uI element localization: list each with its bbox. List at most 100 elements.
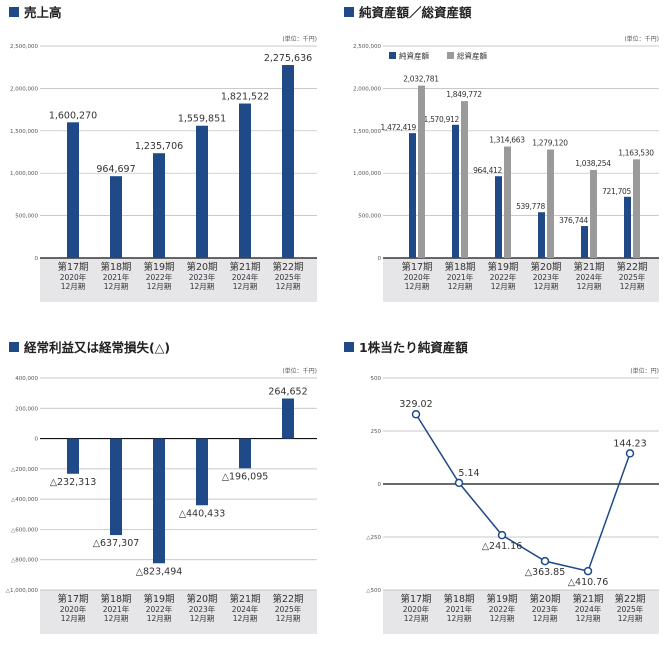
data-label: △440,433 <box>179 508 226 519</box>
x-tick-month: 12月期 <box>276 614 301 623</box>
data-label: 1,570,912 <box>424 115 460 124</box>
x-tick-year: 2021年 <box>446 604 473 614</box>
y-tick-label: 500,000 <box>15 214 38 220</box>
chart-2: 純資産額／総資産額 (単位：千円) 0 500,000 1,000,000 1,500,0… <box>344 5 659 302</box>
data-point <box>583 566 593 576</box>
x-tick-period: 第22期 <box>272 593 303 605</box>
y-tick-label: △1,000,000 <box>6 588 39 594</box>
title-square-icon <box>9 342 19 352</box>
bar <box>67 438 79 474</box>
bar-net-assets <box>538 212 545 258</box>
category-band <box>40 258 317 302</box>
chart-title: 経常利益又は経常損失(△) <box>24 340 170 355</box>
x-tick-year: 2024年 <box>232 604 259 614</box>
y-tick-label: 2,000,000 <box>10 86 38 92</box>
unit-label: (単位：千円) <box>282 35 317 43</box>
x-tick-year: 2021年 <box>103 272 130 282</box>
bar <box>282 65 294 259</box>
x-tick-month: 12月期 <box>618 614 643 623</box>
data-label: 1,472,419 <box>381 123 417 132</box>
x-tick-month: 12月期 <box>61 282 86 291</box>
data-point <box>625 449 635 458</box>
x-tick-period: 第17期 <box>400 593 431 605</box>
bar-total-assets <box>461 101 468 258</box>
x-tick-month: 12月期 <box>620 282 645 291</box>
data-label: 1,235,706 <box>135 141 183 152</box>
x-tick-month: 12月期 <box>190 282 215 291</box>
data-label: 1,600,270 <box>49 110 97 121</box>
data-label: 329.02 <box>399 399 432 410</box>
x-tick-year: 2024年 <box>576 272 603 282</box>
data-label: 1,279,120 <box>532 139 568 148</box>
x-tick-period: 第20期 <box>529 593 560 605</box>
x-tick-year: 2020年 <box>403 604 430 614</box>
legend-swatch-total-assets <box>447 52 454 59</box>
x-tick-year: 2025年 <box>275 272 302 282</box>
x-tick-month: 12月期 <box>405 282 430 291</box>
bar <box>153 153 165 258</box>
data-label: 5.14 <box>458 468 479 479</box>
data-label: △637,307 <box>93 538 140 549</box>
data-label: 1,849,772 <box>446 90 482 99</box>
bar-net-assets <box>409 133 416 258</box>
y-tick-label: 2,000,000 <box>353 86 381 92</box>
bar-net-assets <box>581 226 588 258</box>
data-label: △232,313 <box>50 477 97 488</box>
x-tick-month: 12月期 <box>534 282 559 291</box>
x-tick-month: 12月期 <box>147 614 172 623</box>
data-label: 1,821,522 <box>221 92 269 103</box>
series-line <box>415 413 631 572</box>
x-tick-month: 12月期 <box>276 282 301 291</box>
x-tick-period: 第21期 <box>573 261 604 273</box>
data-label: 964,412 <box>473 166 502 175</box>
bar-total-assets <box>504 146 511 258</box>
x-tick-period: 第19期 <box>143 593 174 605</box>
legend-label: 総資産額 <box>457 51 487 61</box>
y-tick-label: 500 <box>371 376 382 382</box>
x-tick-month: 12月期 <box>233 282 258 291</box>
x-tick-year: 2020年 <box>60 604 87 614</box>
x-tick-period: 第22期 <box>616 261 647 273</box>
x-tick-period: 第17期 <box>57 593 88 605</box>
bar <box>282 398 294 439</box>
data-label: 2,275,636 <box>264 53 312 64</box>
y-tick-label: 0 <box>378 256 382 262</box>
y-tick-label: △600,000 <box>11 527 38 533</box>
data-label: 1,038,254 <box>575 159 611 168</box>
unit-label: (単位：千円) <box>624 35 659 43</box>
y-tick-label: 500,000 <box>358 214 381 220</box>
x-tick-month: 12月期 <box>404 614 429 623</box>
y-tick-label: 0 <box>35 437 39 443</box>
bar <box>110 438 122 536</box>
data-point <box>411 409 421 419</box>
data-label: 1,314,663 <box>489 136 525 145</box>
category-band <box>383 258 659 302</box>
x-tick-month: 12月期 <box>490 614 515 623</box>
bar-net-assets <box>452 124 459 259</box>
data-label: 1,559,851 <box>178 114 226 125</box>
x-tick-year: 2022年 <box>146 272 173 282</box>
y-tick-label: 2,500,000 <box>10 44 38 50</box>
x-tick-month: 12月期 <box>104 282 129 291</box>
data-label: △241.16 <box>482 541 523 552</box>
x-tick-year: 2023年 <box>532 604 559 614</box>
legend-label: 純資産額 <box>399 51 429 61</box>
x-tick-year: 2023年 <box>189 604 216 614</box>
bar-total-assets <box>633 159 640 258</box>
y-tick-label: △400,000 <box>11 497 38 503</box>
x-tick-month: 12月期 <box>104 614 129 623</box>
data-label: △410.76 <box>568 577 609 588</box>
x-tick-period: 第20期 <box>186 593 217 605</box>
x-tick-period: 第20期 <box>186 261 217 273</box>
data-label: 376,744 <box>559 216 588 225</box>
y-tick-label: 0 <box>378 482 382 488</box>
bar <box>239 438 251 469</box>
bar-net-assets <box>495 176 502 258</box>
x-tick-month: 12月期 <box>190 614 215 623</box>
x-tick-period: 第18期 <box>444 261 475 273</box>
x-tick-year: 2025年 <box>617 604 644 614</box>
x-tick-month: 12月期 <box>233 614 258 623</box>
bar <box>196 125 208 258</box>
x-tick-year: 2023年 <box>189 272 216 282</box>
data-label: 721,705 <box>602 187 631 196</box>
